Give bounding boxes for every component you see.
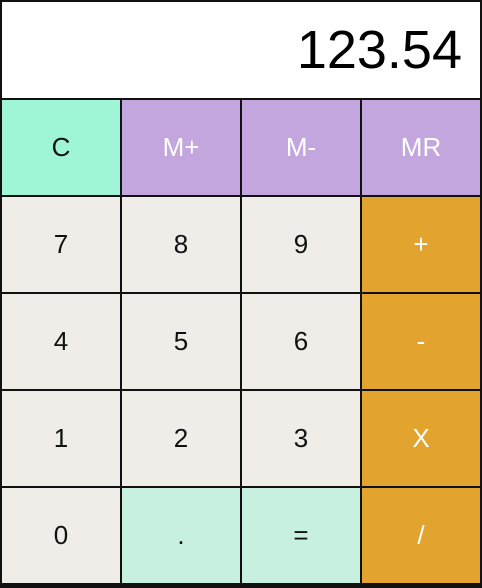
display: 123.54: [2, 2, 480, 98]
digit-2-button[interactable]: 2: [122, 391, 240, 486]
digit-8-button[interactable]: 8: [122, 197, 240, 292]
equals-button[interactable]: =: [242, 488, 360, 583]
add-button[interactable]: +: [362, 197, 480, 292]
clear-button[interactable]: C: [2, 100, 120, 195]
digit-6-button[interactable]: 6: [242, 294, 360, 389]
keypad: C M+ M- MR 7 8 9 + 4 5 6 - 1 2 3 X 0 . =…: [2, 100, 480, 586]
decimal-button[interactable]: .: [122, 488, 240, 583]
memory-subtract-button[interactable]: M-: [242, 100, 360, 195]
subtract-button[interactable]: -: [362, 294, 480, 389]
memory-add-button[interactable]: M+: [122, 100, 240, 195]
multiply-button[interactable]: X: [362, 391, 480, 486]
divide-button[interactable]: /: [362, 488, 480, 583]
digit-9-button[interactable]: 9: [242, 197, 360, 292]
memory-recall-button[interactable]: MR: [362, 100, 480, 195]
display-value: 123.54: [296, 20, 462, 80]
digit-1-button[interactable]: 1: [2, 391, 120, 486]
digit-5-button[interactable]: 5: [122, 294, 240, 389]
digit-7-button[interactable]: 7: [2, 197, 120, 292]
digit-4-button[interactable]: 4: [2, 294, 120, 389]
digit-0-button[interactable]: 0: [2, 488, 120, 583]
digit-3-button[interactable]: 3: [242, 391, 360, 486]
